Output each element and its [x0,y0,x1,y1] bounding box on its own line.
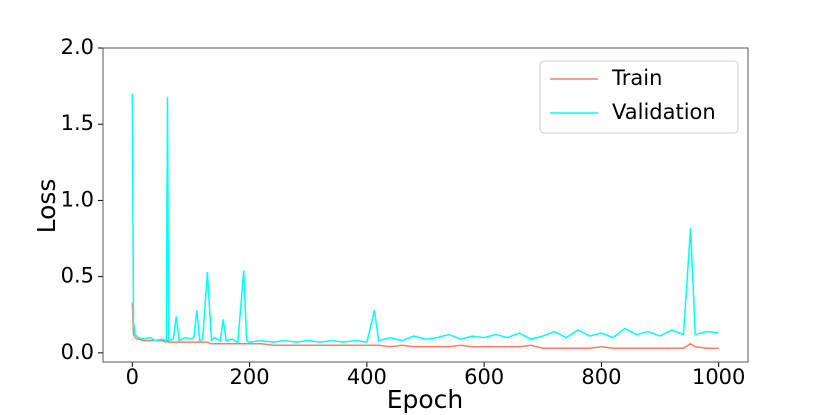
y-tick-label: 1.0 [61,187,94,211]
y-tick-label: 2.0 [61,35,94,59]
legend-label: Train [611,66,662,90]
x-tick-label: 800 [581,365,621,389]
y-tick-label: 0.0 [61,340,94,364]
y-tick-label: 1.5 [61,111,94,135]
line [131,93,719,344]
x-tick-label: 400 [347,365,387,389]
x-tick-label: 200 [230,365,270,389]
plot-frame [102,47,749,363]
x-tick-label: 1000 [692,365,745,389]
y-axis-label: Loss [32,179,61,234]
x-tick-label: 0 [126,365,139,389]
legend-label: Validation [612,100,716,124]
y-tick-label: 0.5 [61,264,94,288]
line [131,302,719,350]
x-tick-label: 600 [464,365,504,389]
x-axis-label: Epoch [387,385,464,414]
